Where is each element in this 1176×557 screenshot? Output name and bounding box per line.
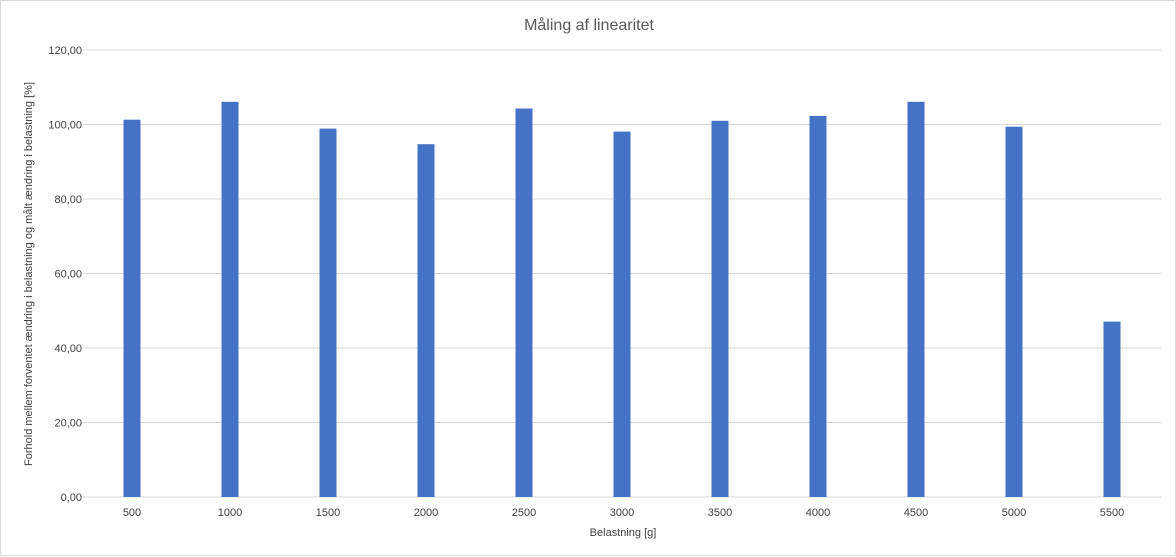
- bar-500: [123, 119, 141, 497]
- y-tick-label: 80,00: [54, 194, 82, 206]
- y-tick-label: 20,00: [54, 418, 82, 430]
- y-tick-label: 0,00: [61, 492, 82, 504]
- y-tick-label: 60,00: [54, 269, 82, 281]
- bar-1000: [221, 101, 239, 498]
- y-tick-label: 100,00: [48, 120, 82, 132]
- x-tick-label: 5500: [1100, 507, 1124, 519]
- y-tick-label: 40,00: [54, 343, 82, 355]
- bar-3500: [711, 120, 729, 498]
- x-tick-label: 1000: [218, 507, 242, 519]
- bars: [123, 101, 1121, 498]
- x-tick-label: 1500: [316, 507, 340, 519]
- x-tick-label: 500: [123, 507, 141, 519]
- bar-2000: [417, 144, 435, 497]
- x-tick-label: 4000: [806, 507, 830, 519]
- chart-title: Måling af linearitet: [524, 16, 654, 34]
- x-tick-label: 3000: [610, 507, 634, 519]
- y-tick-label: 120,00: [48, 45, 82, 57]
- bar-3000: [613, 131, 631, 497]
- x-tick-label: 3500: [708, 507, 732, 519]
- x-axis-label: Belastning [g]: [590, 527, 657, 539]
- bar-4500: [907, 101, 925, 498]
- y-axis-label: Forhold mellem forventet ændring i belas…: [23, 82, 35, 466]
- bar-4000: [809, 115, 827, 498]
- x-axis-ticks: 500 1000 1500 2000 2500 3000 3500 4000 4500 5000 5…: [123, 507, 1124, 519]
- y-axis-ticks: 0,00 20,00 40,00 60,00 80,00 100,00 120,00: [48, 45, 82, 504]
- bar-5000: [1005, 126, 1023, 497]
- x-tick-label: 2000: [414, 507, 438, 519]
- bar-1500: [319, 128, 337, 497]
- x-tick-label: 2500: [512, 507, 536, 519]
- x-tick-label: 5000: [1002, 507, 1026, 519]
- bar-5500: [1103, 321, 1121, 497]
- x-tick-label: 4500: [904, 507, 928, 519]
- bar-2500: [515, 108, 533, 497]
